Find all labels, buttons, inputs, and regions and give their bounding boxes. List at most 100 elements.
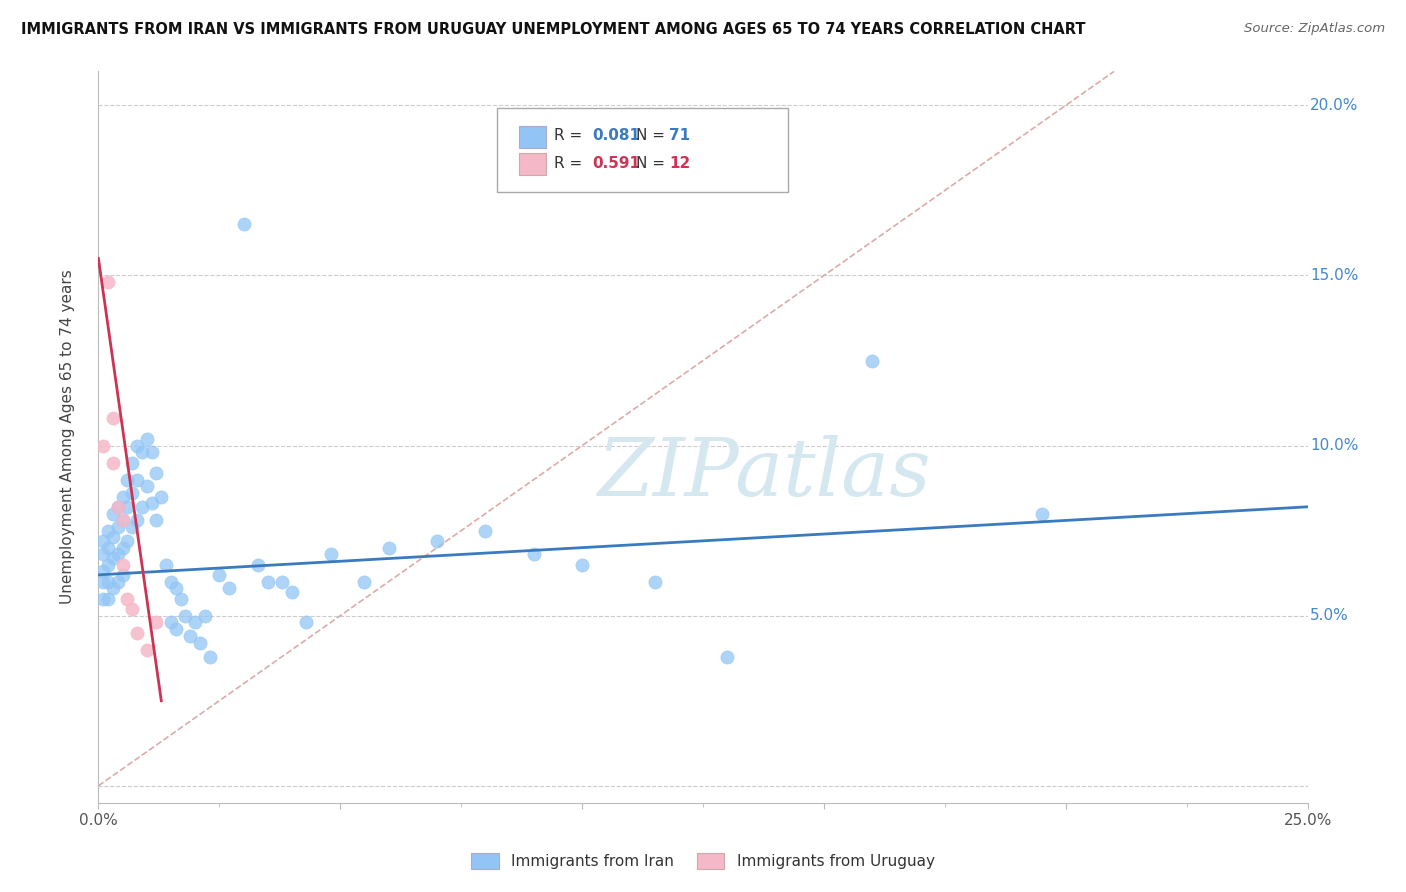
Point <box>111 490 134 504</box>
Point <box>127 513 149 527</box>
Point <box>97 524 120 538</box>
Point <box>716 649 738 664</box>
Point <box>256 574 278 589</box>
FancyBboxPatch shape <box>519 126 546 148</box>
Text: 0.081: 0.081 <box>592 128 640 144</box>
Point <box>150 490 173 504</box>
Point <box>131 445 153 459</box>
Point <box>111 513 134 527</box>
Point <box>165 622 187 636</box>
Point <box>117 533 139 548</box>
Point <box>160 574 183 589</box>
Point <box>135 432 157 446</box>
Point <box>232 218 254 232</box>
Point <box>117 473 139 487</box>
Point <box>101 550 124 565</box>
Point <box>127 625 149 640</box>
Point <box>97 574 120 589</box>
Point <box>91 565 114 579</box>
Point <box>208 567 231 582</box>
Text: 0.591: 0.591 <box>592 156 640 171</box>
Point <box>91 439 114 453</box>
Point <box>91 591 114 606</box>
Point <box>644 574 666 589</box>
Point <box>117 591 139 606</box>
Point <box>571 558 593 572</box>
Point <box>97 558 120 572</box>
Point <box>145 615 167 630</box>
Y-axis label: Unemployment Among Ages 65 to 74 years: Unemployment Among Ages 65 to 74 years <box>60 269 75 605</box>
Text: Source: ZipAtlas.com: Source: ZipAtlas.com <box>1244 22 1385 36</box>
Text: 20.0%: 20.0% <box>1310 98 1358 113</box>
Text: N =: N = <box>637 156 671 171</box>
Point <box>121 486 143 500</box>
Point <box>127 473 149 487</box>
Point <box>101 582 124 596</box>
Text: 5.0%: 5.0% <box>1310 608 1348 624</box>
Point <box>127 439 149 453</box>
Legend: Immigrants from Iran, Immigrants from Uruguay: Immigrants from Iran, Immigrants from Ur… <box>465 847 941 875</box>
Point <box>160 615 183 630</box>
Point <box>111 541 134 555</box>
Point <box>117 500 139 514</box>
Point <box>91 533 114 548</box>
Point <box>198 649 221 664</box>
Point <box>135 479 157 493</box>
Point <box>169 591 191 606</box>
Point <box>523 548 546 562</box>
Point <box>145 466 167 480</box>
Point <box>101 411 124 425</box>
Point <box>247 558 270 572</box>
Point <box>165 582 187 596</box>
Point <box>271 574 294 589</box>
Text: 12: 12 <box>669 156 690 171</box>
Point <box>174 608 197 623</box>
Point <box>474 524 496 538</box>
Point <box>101 456 124 470</box>
Point <box>131 500 153 514</box>
Point <box>179 629 201 643</box>
Point <box>107 500 129 514</box>
Point <box>194 608 217 623</box>
Point <box>121 602 143 616</box>
Point <box>141 445 163 459</box>
Point <box>107 548 129 562</box>
Point <box>377 541 399 555</box>
Point <box>97 541 120 555</box>
Point <box>101 531 124 545</box>
Text: R =: R = <box>554 156 588 171</box>
Point <box>91 548 114 562</box>
Text: 10.0%: 10.0% <box>1310 438 1358 453</box>
Point <box>1031 507 1053 521</box>
Text: ZIPatlas: ZIPatlas <box>596 435 931 512</box>
Point <box>145 513 167 527</box>
Point <box>135 642 157 657</box>
Point <box>121 520 143 534</box>
Point <box>107 520 129 534</box>
Text: IMMIGRANTS FROM IRAN VS IMMIGRANTS FROM URUGUAY UNEMPLOYMENT AMONG AGES 65 TO 74: IMMIGRANTS FROM IRAN VS IMMIGRANTS FROM … <box>21 22 1085 37</box>
Text: 71: 71 <box>669 128 690 144</box>
Point <box>111 558 134 572</box>
Point <box>218 582 240 596</box>
Point <box>97 591 120 606</box>
FancyBboxPatch shape <box>498 108 787 192</box>
Text: R =: R = <box>554 128 588 144</box>
Point <box>107 574 129 589</box>
Point <box>97 275 120 289</box>
Point <box>426 533 449 548</box>
Point <box>155 558 177 572</box>
Text: 15.0%: 15.0% <box>1310 268 1358 283</box>
Point <box>101 507 124 521</box>
Point <box>184 615 207 630</box>
Point <box>111 513 134 527</box>
Point <box>281 585 304 599</box>
FancyBboxPatch shape <box>519 153 546 175</box>
Point <box>141 496 163 510</box>
Point <box>319 548 342 562</box>
Point <box>91 574 114 589</box>
Point <box>295 615 318 630</box>
Text: N =: N = <box>637 128 671 144</box>
Point <box>107 500 129 514</box>
Point <box>111 567 134 582</box>
Point <box>121 456 143 470</box>
